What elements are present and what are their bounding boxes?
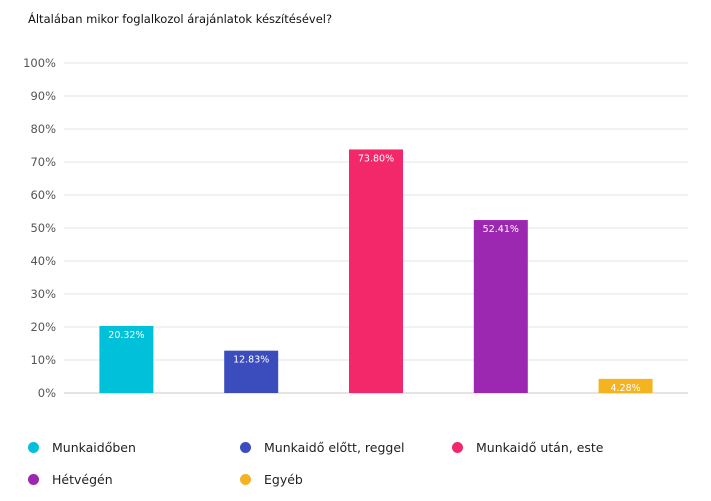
y-tick-label: 0% <box>38 386 56 400</box>
bar-1[interactable] <box>224 350 279 393</box>
y-tick-label: 100% <box>23 56 56 70</box>
bar-0[interactable] <box>99 325 154 393</box>
y-axis: 0% 10% 20% 30% 40% 50% 60% 70% 80% 90% 100% <box>23 56 56 400</box>
y-tick-label: 20% <box>30 320 56 334</box>
bar-3[interactable] <box>473 220 528 393</box>
chart-title: Általában mikor foglalkozol árajánlatok … <box>28 12 333 26</box>
bar-4[interactable] <box>598 378 653 393</box>
y-tick-label: 70% <box>30 155 56 169</box>
bar-2[interactable] <box>349 149 403 393</box>
data-label-4: 4.28% <box>611 383 641 394</box>
y-tick-label: 10% <box>30 353 56 367</box>
data-label-3: 52.41% <box>483 224 519 235</box>
data-label-2: 73.80% <box>358 153 394 164</box>
y-tick-label: 40% <box>30 254 56 268</box>
bars <box>99 149 653 393</box>
y-tick-label: 30% <box>30 287 56 301</box>
data-label-1: 12.83% <box>233 355 269 366</box>
y-tick-label: 80% <box>30 122 56 136</box>
y-tick-label: 90% <box>30 89 56 103</box>
y-tick-label: 60% <box>30 188 56 202</box>
data-label-0: 20.32% <box>108 330 144 341</box>
data-labels: 20.32% 12.83% 73.80% 52.41% 4.28% <box>108 153 640 393</box>
y-tick-label: 50% <box>30 221 56 235</box>
